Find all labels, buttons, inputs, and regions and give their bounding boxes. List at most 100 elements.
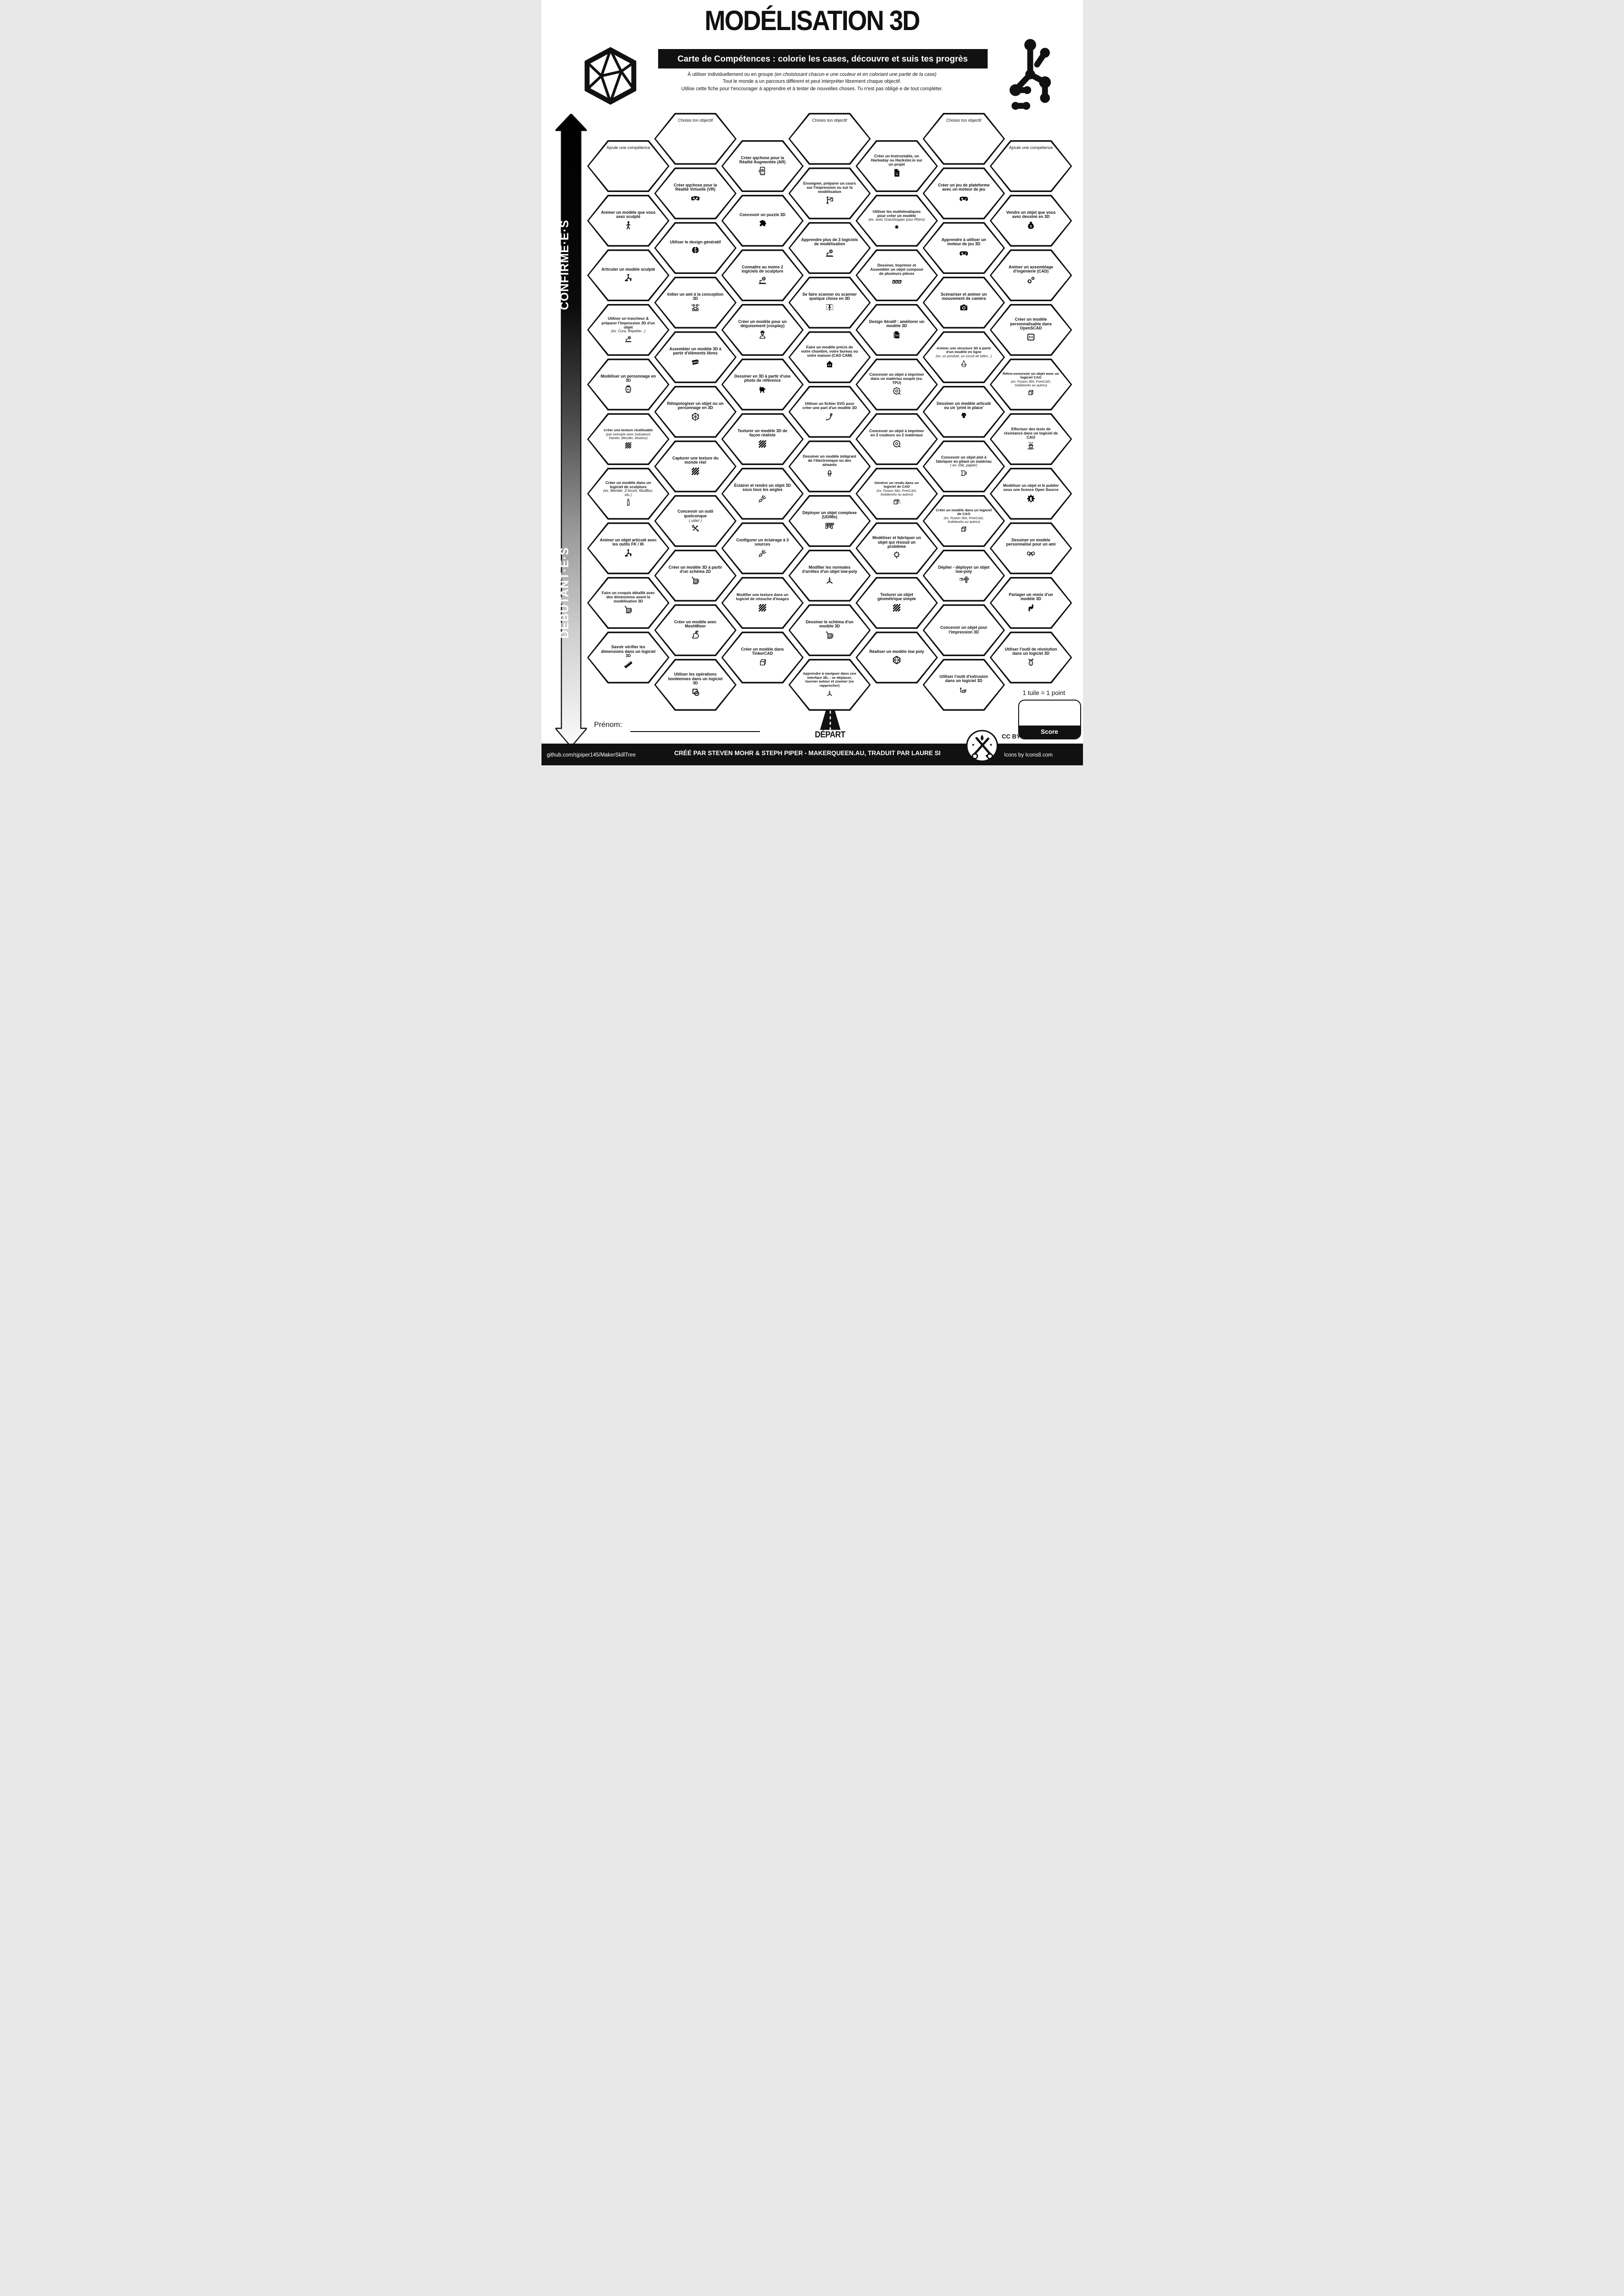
hex-tile-c2-r1[interactable]: Choisis ton objectif bbox=[654, 113, 737, 165]
hex-tile-c6-r7[interactable]: Scénariser et animer un mouvement de cam… bbox=[922, 277, 1005, 329]
hex-tile-c3-r12[interactable]: Texturer un modèle 3D de façon réaliste bbox=[721, 413, 804, 465]
hex-tile-c3-r14[interactable]: Éclairer et rendre un objet 3D sous tous… bbox=[721, 468, 804, 520]
hex-tile-c4-r13[interactable]: Dessiner un modèle intégrant de l'électr… bbox=[788, 441, 871, 492]
hex-tile-c3-r6[interactable]: Connaître au moins 2 logiciels de sculpt… bbox=[721, 249, 804, 301]
hex-tile-inner: Scénariser et animer un mouvement de cam… bbox=[924, 278, 1004, 327]
hex-label: Animer un objet articulé avec les outils… bbox=[600, 537, 657, 547]
hex-label: Dessiner le schéma d'un modèle 3D bbox=[806, 619, 853, 629]
hex-tile-c4-r17[interactable]: Modifier les normales d'arrêtes d'un obj… bbox=[788, 550, 871, 602]
hex-tile-c7-r14[interactable]: Modéliser un objet et le publier sous un… bbox=[989, 468, 1072, 520]
hex-tile-c3-r2[interactable]: Créer qqchose pour la Réalité Augmentée … bbox=[721, 140, 804, 192]
hex-tile-c4-r5[interactable]: Apprendre plus de 3 logiciels de modélis… bbox=[788, 222, 871, 274]
hex-label: Animer un modèle que vous avez sculpté bbox=[601, 210, 656, 219]
cubeSparkle-icon bbox=[892, 497, 901, 506]
hex-tile-c6-r11[interactable]: Dessiner un modèle articulé ou un 'print… bbox=[922, 386, 1005, 438]
hex-tile-c2-r11[interactable]: Rétopologiser un objet ou un personnage … bbox=[654, 386, 737, 438]
hex-tile-c5-r18[interactable]: Texturer un objet géométrique simple bbox=[855, 577, 938, 629]
hex-tile-c3-r20[interactable]: Créer un modèle dans TinkerCAD bbox=[721, 632, 804, 683]
dragon-icon bbox=[958, 411, 969, 422]
hex-tile-c6-r19[interactable]: Concevoir un objet pour l'impression 3D bbox=[922, 604, 1005, 656]
hex-label: Modifier les normales d'arrêtes d'un obj… bbox=[802, 565, 857, 574]
hex-tile-c2-r19[interactable]: Créer un modèle avec MeshMixer bbox=[654, 604, 737, 656]
hex-tile-c7-r8[interactable]: Créer un modèle personnalisable dans Ope… bbox=[989, 304, 1072, 356]
icons8-credit-link[interactable]: Icons by Icons8.com bbox=[1004, 752, 1053, 758]
hex-tile-c4-r1[interactable]: Choisis ton objectif bbox=[788, 113, 871, 165]
hex-tile-c3-r18[interactable]: Modifier une texture dans un logiciel de… bbox=[721, 577, 804, 629]
hex-tile-c1-r18[interactable]: Faire un croquis détaillé avec des dimen… bbox=[587, 577, 670, 629]
hex-tile-c2-r15[interactable]: Concevoir un outil quelconque( utile! ) bbox=[654, 495, 737, 547]
hex-tile-inner: Utiliser un trancheur & préparer l'impre… bbox=[588, 305, 668, 354]
hex-tile-c7-r16[interactable]: Dessiner un modèle personnalisé pour un … bbox=[989, 522, 1072, 574]
hex-tile-c5-r12[interactable]: Concevoir un objet à imprimer en 2 coule… bbox=[855, 413, 938, 465]
hex-tile-c4-r7[interactable]: Se faire scanner ou scanner quelque chos… bbox=[788, 277, 871, 329]
hex-label: Créer une texture réutilisable bbox=[604, 428, 653, 433]
hex-tile-c3-r10[interactable]: Dessiner en 3D à partir d'une photo de r… bbox=[721, 359, 804, 410]
hex-tile-c7-r18[interactable]: Partager un remix d'un modèle 3D bbox=[989, 577, 1072, 629]
hex-tile-c1-r6[interactable]: Articuler un modèle sculpté bbox=[587, 249, 670, 301]
hex-tile-c5-r14[interactable]: Générer un rendu dans un logiciel de CAD… bbox=[855, 468, 938, 520]
hex-tile-c1-r12[interactable]: Créer une texture réutilisable (par exemp… bbox=[587, 413, 670, 465]
hex-tile-c3-r4[interactable]: Concevoir un puzzle 3D bbox=[721, 195, 804, 247]
hex-tile-c5-r10[interactable]: Concevoir un objet à imprimer dans un ma… bbox=[855, 359, 938, 410]
hex-tile-c6-r9[interactable]: Animer une structure 3D à partir d'un mo… bbox=[922, 331, 1005, 383]
hex-tile-c1-r4[interactable]: Animer un modèle que vous avez sculpté bbox=[587, 195, 670, 247]
hex-tile-c1-r8[interactable]: Utiliser un trancheur & préparer l'impre… bbox=[587, 304, 670, 356]
hex-tile-c3-r16[interactable]: Configurer un éclairage à 3 sources bbox=[721, 522, 804, 574]
hex-tile-c6-r3[interactable]: Créer un jeu de plateforme avec un moteu… bbox=[922, 168, 1005, 219]
hex-tile-c2-r7[interactable]: Initier un ami à la conception 3D bbox=[654, 277, 737, 329]
hex-tile-c4-r11[interactable]: Utiliser un fichier SVG pour créer une p… bbox=[788, 386, 871, 438]
armature-icon bbox=[623, 273, 634, 283]
hex-tile-c6-r15[interactable]: Créer un modèle dans un logiciel de CAO(… bbox=[922, 495, 1005, 547]
hex-tile-c6-r17[interactable]: Déplier - déployer un objet low-poly bbox=[922, 550, 1005, 602]
score-box[interactable]: Score bbox=[1018, 700, 1081, 739]
hex-tile-c5-r4[interactable]: Utiliser les mathématiques pour créer un… bbox=[855, 195, 938, 247]
hex-tile-c4-r3[interactable]: Enseigner, préparer un cours sur l'impre… bbox=[788, 168, 871, 219]
hex-tile-inner: Animer un modèle que vous avez sculpté bbox=[588, 196, 668, 245]
hex-tile-c5-r2[interactable]: Créer un Instructable, un Hackaday ou Ha… bbox=[855, 140, 938, 192]
hex-tile-c7-r6[interactable]: Animer un assemblage d'ingénierie (CAD) bbox=[989, 249, 1072, 301]
credit-text: CRÉÉ PAR STEVEN MOHR & STEPH PIPER - MAK… bbox=[674, 750, 941, 757]
hex-tile-c5-r8[interactable]: Design itératif : améliorer un modèle 3D… bbox=[855, 304, 938, 356]
hex-tile-c1-r20[interactable]: Savoir vérifier les dimensions dans un l… bbox=[587, 632, 670, 683]
hex-tile-c2-r5[interactable]: Utiliser le design génératif bbox=[654, 222, 737, 274]
hex-label: Connaître au moins 2 logiciels de sculpt… bbox=[741, 264, 784, 274]
hex-label: Ajoute une compétence bbox=[606, 145, 650, 150]
hex-tile-c1-r10[interactable]: Modéliser un personnage en 3D bbox=[587, 359, 670, 410]
hex-tile-c7-r2[interactable]: Ajoute une compétence bbox=[989, 140, 1072, 192]
hex-tile-c4-r21[interactable]: Apprendre à naviguer dans une interface … bbox=[788, 659, 871, 711]
hex-tile-c3-r8[interactable]: Créer un modèle pour un déguisement (cos… bbox=[721, 304, 804, 356]
hex-label: Animer un assemblage d'ingénierie (CAD) bbox=[1008, 264, 1053, 274]
hex-tile-c1-r14[interactable]: Créer un modèle dans un logiciel de scul… bbox=[587, 468, 670, 520]
hex-label: Créer qqchose pour la Réalité Virtuelle … bbox=[673, 182, 717, 192]
hex-tile-c6-r5[interactable]: Apprendre à utiliser un moteur de jeu 3D bbox=[922, 222, 1005, 274]
hex-tile-c6-r1[interactable]: Choisis ton objectif bbox=[922, 113, 1005, 165]
hex-tile-c2-r13[interactable]: Capturer une texture du monde réel bbox=[654, 441, 737, 492]
hex-tile-c7-r20[interactable]: Utiliser l'outil de révolution dans un l… bbox=[989, 632, 1072, 683]
hex-tile-c7-r12[interactable]: Effectuer des tests de résistance dans u… bbox=[989, 413, 1072, 465]
hex-tile-c4-r15[interactable]: Déployer un objet complexe (UDIMs) bbox=[788, 495, 871, 547]
hex-tile-c1-r16[interactable]: Animer un objet articulé avec les outils… bbox=[587, 522, 670, 574]
hex-label: Utiliser les opérations booléennes dans … bbox=[668, 671, 723, 686]
hex-tile-c5-r6[interactable]: Dessiner, Imprimer et Assembler un objet… bbox=[855, 249, 938, 301]
hex-tile-c4-r19[interactable]: Dessiner le schéma d'un modèle 3D bbox=[788, 604, 871, 656]
github-link[interactable]: github.com/sjpiper145/MakerSkillTree bbox=[547, 752, 636, 758]
hex-tile-c2-r9[interactable]: Assembler un modèle 3D à partir d'élémen… bbox=[654, 331, 737, 383]
hex-tile-inner: Animer un objet articulé avec les outils… bbox=[588, 524, 668, 573]
hex-tile-c1-r2[interactable]: Ajoute une compétence bbox=[587, 140, 670, 192]
hex-tile-c7-r10[interactable]: Rétro-concevoir un objet avec un logicie… bbox=[989, 359, 1072, 410]
hex-tile-c7-r4[interactable]: Vendre un objet que vous avez dessiné en… bbox=[989, 195, 1072, 247]
hex-tile-c4-r9[interactable]: Faire un modèle précis de votre chambre,… bbox=[788, 331, 871, 383]
hex-tile-c6-r21[interactable]: Utiliser l'outil d'extrusion dans un log… bbox=[922, 659, 1005, 711]
hex-tile-c6-r13[interactable]: Concevoir un objet plat à fabriquer en p… bbox=[922, 441, 1005, 492]
bulb-icon bbox=[891, 550, 902, 561]
hex-label: Utiliser l'outil d'extrusion dans un log… bbox=[940, 674, 988, 683]
first-name-input-line[interactable] bbox=[630, 731, 760, 732]
hex-tile-c2-r21[interactable]: Utiliser les opérations booléennes dans … bbox=[654, 659, 737, 711]
hex-tile-c2-r17[interactable]: Créer un modèle 3D à partir d'un schéma … bbox=[654, 550, 737, 602]
hex-label: Éclairer et rendre un objet 3D sous tous… bbox=[734, 483, 791, 492]
code-icon bbox=[1026, 332, 1036, 342]
hex-tile-c5-r20[interactable]: Réaliser un modèle low poly bbox=[855, 632, 938, 683]
hex-tile-inner: Générer un rendu dans un logiciel de CAD… bbox=[857, 469, 937, 518]
hex-tile-c5-r16[interactable]: Modéliser et fabriquer un objet qui réso… bbox=[855, 522, 938, 574]
hex-tile-c2-r3[interactable]: Créer qqchose pour la Réalité Virtuelle … bbox=[654, 168, 737, 219]
